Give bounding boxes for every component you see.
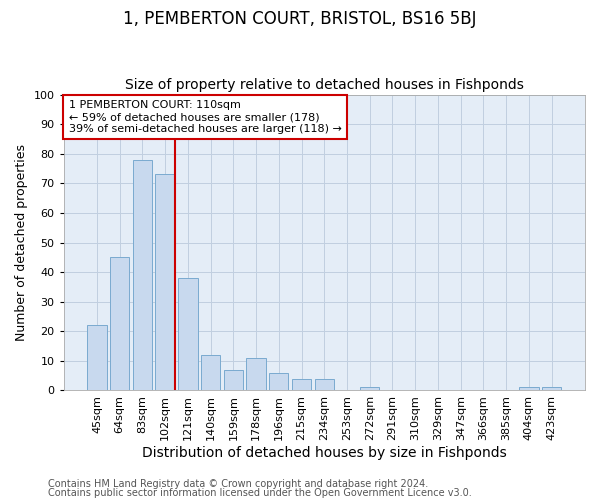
Y-axis label: Number of detached properties: Number of detached properties — [15, 144, 28, 341]
Bar — [360, 388, 379, 390]
Bar — [110, 258, 130, 390]
Bar — [224, 370, 243, 390]
Bar — [542, 388, 561, 390]
Bar — [314, 378, 334, 390]
Text: 1, PEMBERTON COURT, BRISTOL, BS16 5BJ: 1, PEMBERTON COURT, BRISTOL, BS16 5BJ — [123, 10, 477, 28]
Bar — [155, 174, 175, 390]
Bar — [178, 278, 197, 390]
Bar — [269, 372, 289, 390]
Title: Size of property relative to detached houses in Fishponds: Size of property relative to detached ho… — [125, 78, 524, 92]
Text: Contains HM Land Registry data © Crown copyright and database right 2024.: Contains HM Land Registry data © Crown c… — [48, 479, 428, 489]
Text: Contains public sector information licensed under the Open Government Licence v3: Contains public sector information licen… — [48, 488, 472, 498]
X-axis label: Distribution of detached houses by size in Fishponds: Distribution of detached houses by size … — [142, 446, 506, 460]
Bar — [292, 378, 311, 390]
Bar — [201, 355, 220, 390]
Bar — [133, 160, 152, 390]
Bar — [87, 326, 107, 390]
Bar — [519, 388, 539, 390]
Text: 1 PEMBERTON COURT: 110sqm
← 59% of detached houses are smaller (178)
39% of semi: 1 PEMBERTON COURT: 110sqm ← 59% of detac… — [69, 100, 341, 134]
Bar — [247, 358, 266, 390]
